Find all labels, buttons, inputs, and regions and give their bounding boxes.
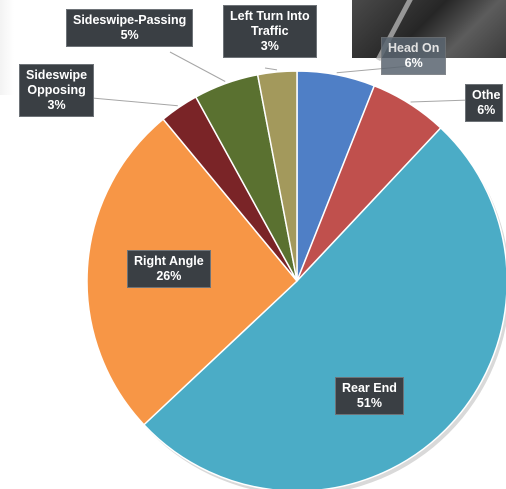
data-label-text: Head On: [388, 41, 440, 55]
data-label-percent: 3%: [47, 98, 66, 112]
data-label-sideswipe-opposing: Sideswipe Opposing 3%: [19, 64, 95, 117]
slice-left-turn-into-traffic: [256, 70, 298, 282]
data-label-sideswipe-passing: Sideswipe-Passing 5%: [66, 9, 194, 47]
data-label-text: Right Angle: [134, 254, 204, 268]
data-label-rear-end: Rear End 51%: [335, 377, 404, 415]
data-label-head-on: Head On 6%: [381, 37, 447, 75]
data-label-right-angle: Right Angle 26%: [127, 250, 211, 288]
slice-rear-end: [142, 126, 506, 489]
data-label-other: Othe 6%: [465, 84, 504, 122]
leader-line-left-turn-into-traffic: [264, 67, 278, 71]
data-label-percent: 6%: [477, 103, 496, 117]
data-label-text: Sideswipe: [26, 68, 88, 82]
data-label-text: Opposing: [27, 83, 86, 97]
data-label-left-turn-into-traffic: Left Turn Into Traffic 3%: [223, 5, 317, 58]
data-label-percent: 5%: [120, 28, 139, 42]
data-label-text: Traffic: [251, 24, 289, 38]
leader-line-sideswipe-passing: [169, 51, 226, 82]
data-label-text: Othe: [472, 88, 501, 102]
leader-line-other: [410, 99, 471, 103]
data-label-percent: 6%: [404, 56, 423, 70]
data-label-text: Sideswipe-Passing: [73, 13, 187, 27]
data-label-percent: 3%: [260, 39, 279, 53]
data-label-percent: 26%: [156, 269, 182, 283]
leader-line-sideswipe-opposing: [91, 97, 178, 107]
page-edge-fragment: [0, 0, 14, 95]
data-label-text: Rear End: [342, 381, 397, 395]
data-label-percent: 51%: [356, 396, 382, 410]
data-label-text: Left Turn Into: [230, 9, 310, 23]
